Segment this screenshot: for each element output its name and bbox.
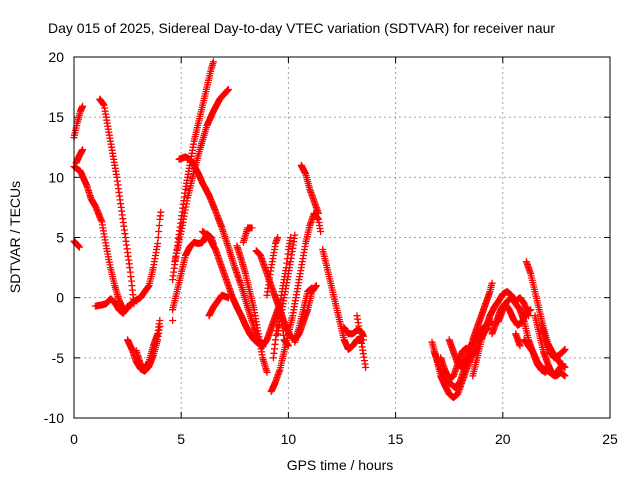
y-tick-labels: -10 -5 0 5 10 15 20 [44, 49, 64, 426]
data-point-markers [233, 242, 271, 376]
data-point-markers [70, 237, 83, 251]
data-point-markers [267, 209, 325, 395]
series-s23 [278, 318, 292, 350]
data-point-markers [132, 317, 164, 374]
series-s16 [239, 224, 256, 246]
y-tick-label: -5 [52, 350, 65, 366]
series-s5 [91, 295, 132, 317]
data-point-markers [96, 95, 138, 308]
x-tick-label: 25 [602, 431, 618, 447]
series-s12 [171, 86, 232, 266]
data-points [70, 58, 569, 401]
series-s4 [70, 237, 83, 251]
series-s22 [263, 234, 282, 299]
series-s6 [96, 95, 138, 308]
data-point-markers [512, 330, 524, 350]
series-s3 [72, 146, 87, 167]
series-s15 [205, 291, 232, 320]
y-tick-label: 5 [56, 230, 64, 246]
y-tick-label: 0 [56, 290, 64, 306]
x-tick-label: 0 [70, 431, 78, 447]
series-s39 [537, 321, 569, 362]
data-point-markers [171, 86, 232, 266]
data-point-markers [274, 231, 299, 338]
series-s36 [512, 330, 524, 350]
x-axis-label: GPS time / hours [287, 457, 394, 473]
series-s25 [297, 161, 322, 217]
data-point-markers [537, 321, 569, 362]
data-point-markers [72, 146, 87, 167]
x-tick-label: 10 [281, 431, 297, 447]
series-s17 [233, 242, 271, 376]
data-point-markers [297, 161, 322, 217]
series-s40 [531, 312, 569, 380]
data-point-markers [239, 224, 256, 246]
data-point-markers [169, 317, 177, 324]
data-point-markers [263, 234, 282, 299]
y-tick-label: -10 [44, 410, 64, 426]
series-s24 [291, 284, 316, 346]
chart-title: Day 015 of 2025, Sidereal Day-to-day VTE… [48, 20, 555, 36]
series-s9 [169, 317, 177, 324]
y-axis-label: SDTVAR / TECUs [7, 181, 23, 293]
data-point-markers [531, 312, 569, 380]
data-point-markers [291, 284, 316, 346]
series-s21 [274, 231, 299, 338]
data-point-markers [278, 318, 292, 350]
series-s19 [267, 209, 325, 395]
series-s2 [70, 102, 87, 142]
x-tick-label: 20 [495, 431, 511, 447]
x-tick-label: 5 [177, 431, 185, 447]
x-tick-labels: 0 5 10 15 20 25 [70, 431, 618, 447]
x-tick-label: 15 [388, 431, 404, 447]
data-point-markers [199, 228, 267, 351]
y-tick-label: 20 [48, 49, 64, 65]
series-s14 [199, 228, 267, 351]
data-point-markers [70, 102, 87, 142]
data-point-markers [353, 312, 370, 371]
data-point-markers [205, 291, 232, 320]
data-point-markers [91, 295, 132, 317]
grid-lines [74, 57, 610, 418]
y-tick-label: 15 [48, 109, 64, 125]
plot-frame [73, 56, 611, 419]
series-s8 [132, 317, 164, 374]
series-s28 [353, 312, 370, 371]
y-tick-label: 10 [48, 169, 64, 185]
